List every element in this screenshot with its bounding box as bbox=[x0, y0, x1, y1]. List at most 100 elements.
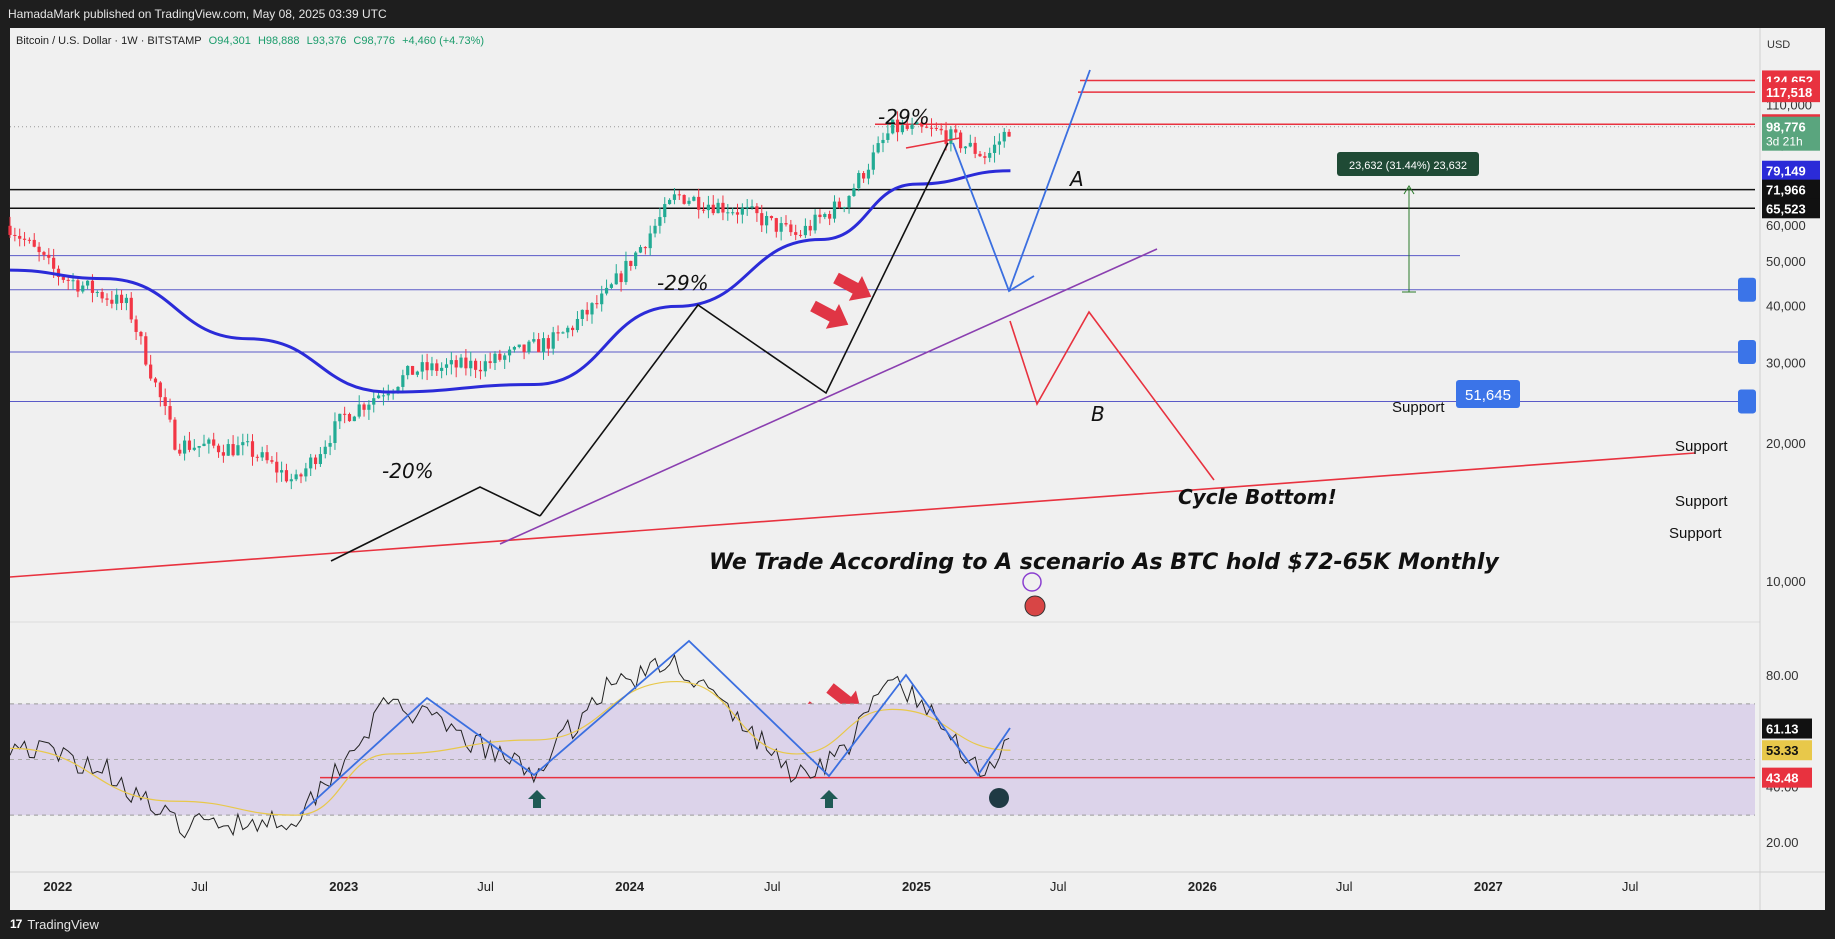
candle-body bbox=[871, 152, 875, 170]
red-arrow-icon bbox=[833, 272, 872, 301]
candle-body bbox=[435, 363, 439, 371]
candle-body bbox=[522, 344, 526, 353]
brand-name: TradingView bbox=[27, 917, 99, 932]
candle-body bbox=[701, 209, 706, 211]
candle-body bbox=[124, 297, 128, 304]
price-tag-label: 79,149 bbox=[1766, 164, 1806, 179]
price-tag bbox=[1762, 198, 1820, 219]
candle-body bbox=[638, 247, 643, 253]
symbol-name: Bitcoin / U.S. Dollar · 1W · BITSTAMP bbox=[16, 35, 202, 47]
open-value: O94,301 bbox=[208, 35, 251, 47]
candle-body bbox=[629, 260, 633, 267]
candle-body bbox=[115, 294, 119, 304]
candle-body bbox=[915, 122, 919, 125]
candle-body bbox=[236, 445, 240, 456]
rsi-axis-tick: 80.00 bbox=[1766, 668, 1799, 683]
candle-body bbox=[493, 353, 497, 364]
price-tag bbox=[1762, 82, 1820, 103]
support-badge bbox=[1456, 380, 1520, 408]
candle-body bbox=[313, 457, 318, 465]
candle-body bbox=[813, 214, 817, 231]
price-tag bbox=[1762, 160, 1820, 181]
candle-body bbox=[309, 457, 313, 469]
candle-body bbox=[735, 212, 740, 215]
candle-body bbox=[158, 382, 162, 398]
candle-body bbox=[187, 440, 192, 450]
top-marker-line bbox=[905, 137, 961, 149]
candle-body bbox=[8, 225, 12, 235]
low-value: L93,376 bbox=[306, 35, 347, 47]
candle-body bbox=[537, 339, 541, 353]
candle-body bbox=[61, 276, 65, 280]
candle-body bbox=[372, 398, 376, 405]
candle-body bbox=[731, 212, 735, 214]
candle-body bbox=[876, 143, 880, 153]
candle-body bbox=[842, 207, 846, 209]
candle-body bbox=[895, 119, 900, 133]
candle-body bbox=[900, 125, 904, 133]
price-tag-label: 71,966 bbox=[1766, 183, 1806, 198]
price-tag bbox=[1762, 179, 1820, 200]
candle-body bbox=[682, 194, 686, 204]
candle-body bbox=[474, 360, 478, 370]
candle-body bbox=[42, 252, 46, 255]
candle-body bbox=[634, 252, 638, 267]
candle-body bbox=[255, 456, 259, 458]
candle-body bbox=[129, 297, 133, 320]
time-axis-tick: 2023 bbox=[329, 879, 358, 894]
candle-body bbox=[886, 133, 890, 140]
candle-body bbox=[81, 285, 85, 292]
candle-body bbox=[837, 201, 841, 208]
candle-body bbox=[56, 268, 61, 277]
candle-body bbox=[425, 362, 429, 371]
candle-body bbox=[149, 364, 153, 379]
candle-body bbox=[47, 254, 51, 258]
candle-body bbox=[294, 474, 298, 480]
candle-body bbox=[541, 338, 546, 353]
long-term-trendline bbox=[9, 452, 1696, 578]
candle-body bbox=[134, 319, 138, 332]
candle-body bbox=[769, 215, 774, 219]
candle-body bbox=[207, 439, 211, 444]
candle-body bbox=[27, 239, 31, 241]
candle-body bbox=[789, 224, 793, 233]
high-value: H98,888 bbox=[257, 35, 300, 47]
rsi-zigzag bbox=[299, 639, 1011, 815]
candle-body bbox=[323, 446, 327, 455]
candle-body bbox=[571, 327, 575, 331]
change-value: +4,460 (+4.73%) bbox=[402, 35, 485, 47]
pullback-line bbox=[952, 142, 1035, 293]
candle-body bbox=[381, 395, 386, 397]
candle-body bbox=[997, 141, 1001, 145]
candle-body bbox=[1007, 131, 1011, 137]
candle-body bbox=[338, 413, 342, 422]
candle-body bbox=[546, 338, 550, 349]
candle-body bbox=[163, 397, 167, 407]
candle-body bbox=[386, 393, 390, 396]
candle-body bbox=[246, 441, 250, 443]
candle-body bbox=[740, 208, 744, 215]
hidden-support-tag bbox=[1738, 277, 1756, 302]
rsi-line bbox=[9, 653, 1010, 839]
support-label: Support bbox=[1675, 438, 1728, 455]
candle-body bbox=[663, 204, 667, 218]
hidden-support-tag bbox=[1738, 389, 1756, 414]
price-tag-label: 98,776 bbox=[1766, 120, 1806, 135]
red-arrow-icon bbox=[833, 272, 872, 301]
candle-body bbox=[988, 152, 992, 158]
candle-body bbox=[862, 173, 866, 179]
candle-body bbox=[595, 303, 599, 305]
candle-body bbox=[823, 214, 827, 218]
candle-body bbox=[37, 246, 41, 253]
candle-body bbox=[832, 201, 837, 219]
candle-body bbox=[590, 303, 594, 315]
candle-body bbox=[153, 378, 158, 383]
candles-group bbox=[8, 111, 1011, 490]
candle-body bbox=[532, 339, 536, 342]
candle-body bbox=[139, 331, 143, 337]
rsi-tag bbox=[1762, 740, 1812, 761]
candle-body bbox=[609, 284, 613, 288]
candle-body bbox=[750, 206, 754, 208]
candle-body bbox=[396, 386, 400, 392]
